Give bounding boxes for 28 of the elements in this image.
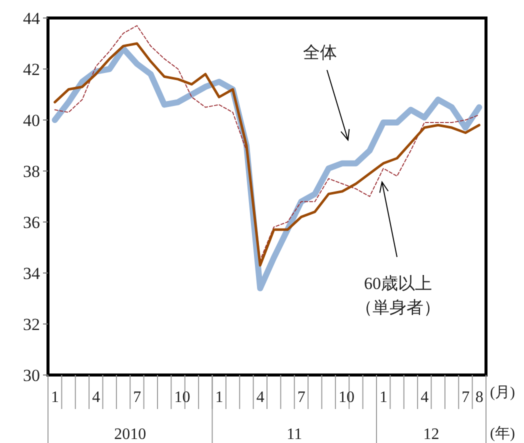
x-tick-label: 7: [462, 389, 470, 406]
y-tick-label: 42: [23, 60, 40, 79]
x-tick-label: 1: [380, 389, 388, 406]
x-tick-label: 1: [51, 389, 59, 406]
annotation: 60歳以上: [364, 274, 432, 293]
annotation: 全体: [303, 43, 337, 62]
x-tick-label: 4: [92, 389, 100, 406]
text: (年): [490, 425, 515, 442]
y-tick-label: 40: [23, 111, 40, 130]
annotation: （単身者）: [356, 298, 440, 317]
y-tick-label: 32: [23, 315, 40, 334]
y-tick-label: 36: [23, 213, 40, 232]
x-tick-label: 7: [133, 389, 142, 406]
x-tick-label: 4: [256, 389, 264, 406]
x-tick-label: 10: [174, 389, 190, 406]
y-tick-label: 38: [23, 162, 40, 181]
x-tick-label: 8: [475, 389, 484, 406]
x-tick-label: 1: [215, 389, 224, 406]
y-tick-label: 34: [23, 264, 40, 283]
y-tick-label: 44: [23, 9, 40, 28]
x-tick-label: 4: [420, 389, 429, 406]
text: 12: [423, 426, 440, 443]
x-tick-label: 10: [338, 389, 354, 406]
text: 2010: [114, 426, 146, 443]
text: (月): [490, 385, 515, 401]
text: 11: [286, 426, 302, 443]
y-tick-label: 30: [23, 366, 40, 385]
x-tick-label: 7: [297, 389, 306, 406]
